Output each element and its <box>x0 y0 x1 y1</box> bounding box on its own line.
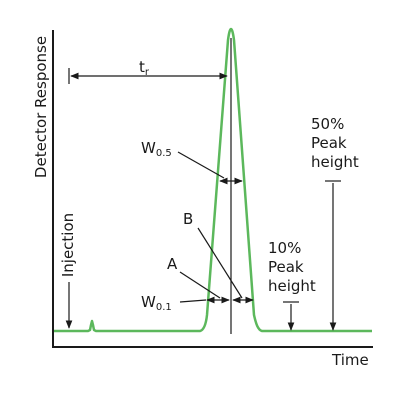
injection-label: Injection <box>59 213 77 277</box>
retention-time-label: tr <box>139 58 150 78</box>
y-axis-label: Detector Response <box>32 36 50 178</box>
point-a-label: A <box>167 255 178 273</box>
w01-leader <box>179 299 207 303</box>
peak50-label: 50% Peak height <box>311 115 359 171</box>
w05-leader <box>177 151 225 179</box>
chromatogram-trace <box>54 27 372 333</box>
x-axis-label: Time <box>331 351 369 369</box>
peak10-label: 10% Peak height <box>268 239 316 295</box>
point-b-leader <box>197 227 243 299</box>
w05-label: W0.5 <box>141 139 172 159</box>
w01-label: W0.1 <box>141 293 172 313</box>
point-a-leader <box>179 271 221 299</box>
point-b-label: B <box>183 210 193 228</box>
